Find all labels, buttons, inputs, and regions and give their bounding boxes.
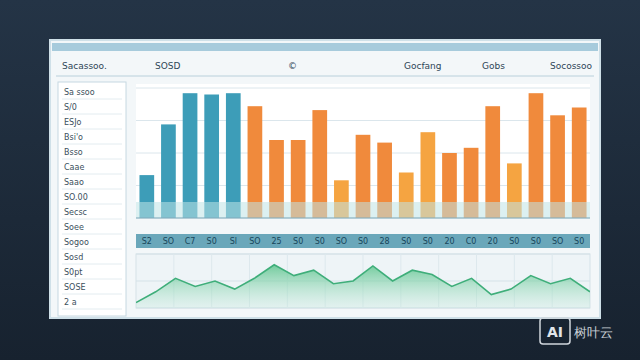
x-tick-label: S0 — [207, 237, 217, 246]
sidebar-item: Secsc — [64, 208, 87, 217]
watermark-badge-text: AI — [547, 324, 563, 340]
x-tick-label: S0 — [574, 237, 584, 246]
bar — [312, 110, 327, 218]
sidebar-item: ESJo — [64, 118, 81, 127]
x-tick-label: S0 — [531, 237, 541, 246]
sidebar-row-line — [62, 159, 122, 160]
watermark-badge — [540, 318, 570, 344]
x-tick-label: 20 — [488, 237, 498, 246]
bar — [572, 108, 587, 219]
sidebar-row-line — [62, 309, 122, 310]
sidebar-item: Sogoo — [64, 238, 89, 247]
header-item: Socossoo — [550, 61, 593, 71]
sidebar-row-line — [62, 144, 122, 145]
x-tick-label: SO — [163, 237, 174, 246]
sidebar-item: Bsso — [64, 148, 83, 157]
x-tick-label: C0 — [466, 237, 477, 246]
x-tick-label: S0 — [423, 237, 433, 246]
header-item: © — [288, 61, 297, 71]
grid-line — [136, 218, 590, 219]
sidebar-row-line — [62, 234, 122, 235]
x-tick-label: S0 — [293, 237, 303, 246]
x-tick-label: 25 — [271, 237, 281, 246]
sidebar-item: S0pt — [64, 268, 82, 277]
category-strip — [136, 234, 590, 248]
x-tick-label: 20 — [444, 237, 454, 246]
x-tick-label: SO — [552, 237, 563, 246]
x-tick-label: S0 — [315, 237, 325, 246]
sidebar-item: Soee — [64, 223, 84, 232]
sidebar-row-line — [62, 204, 122, 205]
sidebar-row-line — [62, 129, 122, 130]
sidebar-item: S/0 — [64, 103, 77, 112]
sidebar — [58, 82, 126, 316]
bar — [183, 93, 198, 218]
header-divider — [56, 76, 594, 77]
area — [136, 265, 590, 308]
sidebar-row-line — [62, 219, 122, 220]
area-line — [136, 265, 590, 303]
background — [0, 0, 640, 360]
bar-base-wash — [136, 202, 590, 218]
x-tick-label: S0 — [509, 237, 519, 246]
sidebar-item: Saao — [64, 178, 84, 187]
bars — [139, 93, 586, 218]
sidebar-item: Sosd — [64, 253, 83, 262]
x-axis — [136, 218, 590, 219]
header-item: Gobs — [482, 61, 505, 71]
x-tick-label: S0 — [401, 237, 411, 246]
sidebar-row-line — [62, 249, 122, 250]
sidebar-row-line — [62, 279, 122, 280]
sidebar-row-line — [62, 294, 122, 295]
header-item: Gocfang — [404, 61, 442, 71]
grid-line — [136, 120, 590, 121]
x-tick-label: S0 — [358, 237, 368, 246]
area-group — [136, 265, 590, 308]
plot-bg — [136, 84, 590, 218]
sidebar-row-line — [62, 99, 122, 100]
bar — [529, 93, 544, 218]
sidebar-row-line — [62, 264, 122, 265]
sidebar-item: 2 a — [64, 298, 77, 307]
sidebar-item: SOSE — [64, 283, 86, 292]
panel-top-band — [52, 43, 598, 51]
bar — [204, 95, 219, 219]
bar — [248, 106, 263, 218]
x-tick-label: SO — [249, 237, 260, 246]
x-tick-label: 28 — [380, 237, 390, 246]
x-tick-label: S2 — [142, 237, 152, 246]
area-plot-bg — [136, 254, 590, 308]
watermark-text: 树叶云 — [574, 325, 613, 340]
sidebar-row-line — [62, 114, 122, 115]
x-tick-label: SO — [336, 237, 347, 246]
x-tick-label: C7 — [185, 237, 196, 246]
sidebar-item: SO.00 — [64, 193, 88, 202]
sidebar-item: Sa ssoo — [64, 88, 95, 97]
panel — [50, 40, 600, 318]
bar — [485, 106, 500, 218]
bar — [226, 93, 241, 218]
page: Sacassoo. SOSD © Gocfang Gobs Socossoo Sa ssoo… — [0, 0, 640, 360]
x-tick-label: Sl — [230, 237, 237, 246]
sidebar-row-line — [62, 189, 122, 190]
sidebar-item: Caae — [64, 163, 84, 172]
sidebar-item: Bsi'o — [64, 133, 83, 142]
sidebar-row-line — [62, 174, 122, 175]
grid-line — [136, 88, 590, 89]
header-item: SOSD — [155, 61, 181, 71]
header-item: Sacassoo. — [62, 61, 107, 71]
